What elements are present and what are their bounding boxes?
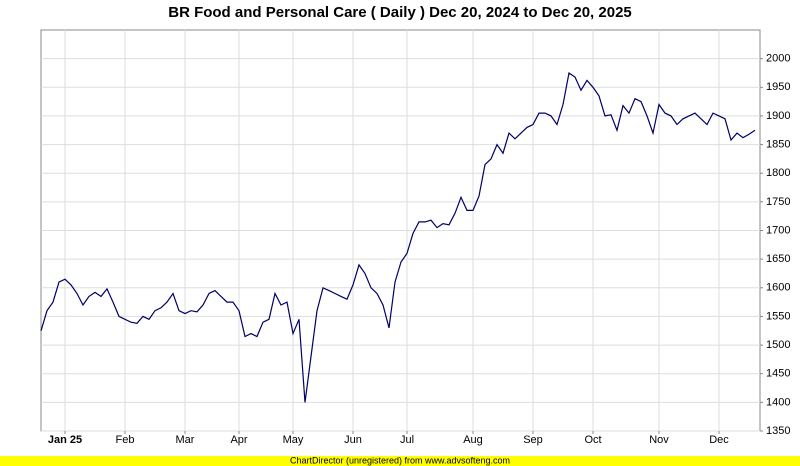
price-line: [40, 71, 756, 403]
x-tick-label: May: [283, 434, 304, 446]
y-tick-label: 1400: [766, 396, 790, 408]
x-tick-label: Oct: [584, 434, 601, 446]
y-tick-label: 1950: [766, 81, 790, 93]
y-tick-label: 1500: [766, 339, 790, 351]
x-tick-label: Apr: [230, 434, 247, 446]
x-tick-label: Nov: [649, 434, 669, 446]
y-tick-label: 2000: [766, 53, 790, 65]
y-tick-label: 1750: [766, 196, 790, 208]
y-tick-label: 1900: [766, 110, 790, 122]
x-tick-label: Sep: [523, 434, 543, 446]
y-tick-label: 1350: [766, 425, 790, 437]
y-tick-label: 1850: [766, 138, 790, 150]
x-tick-label: Mar: [176, 434, 195, 446]
x-tick-label: Feb: [116, 434, 135, 446]
y-tick-label: 1450: [766, 368, 790, 380]
x-tick-label: Jan 25: [48, 434, 82, 446]
x-tick-label: Jul: [400, 434, 414, 446]
y-tick-label: 1650: [766, 253, 790, 265]
y-tick-label: 1550: [766, 310, 790, 322]
y-tick-label: 1800: [766, 167, 790, 179]
y-tick-label: 1700: [766, 224, 790, 236]
footer: ChartDirector (unregistered) from www.ad…: [290, 455, 510, 465]
x-tick-label: Jun: [344, 434, 362, 446]
chart-title: BR Food and Personal Care ( Daily ) Dec …: [168, 4, 632, 21]
x-tick-label: Aug: [463, 434, 483, 446]
footer-band: [0, 456, 800, 466]
y-tick-label: 1600: [766, 282, 790, 294]
x-tick-label: Dec: [709, 434, 729, 446]
